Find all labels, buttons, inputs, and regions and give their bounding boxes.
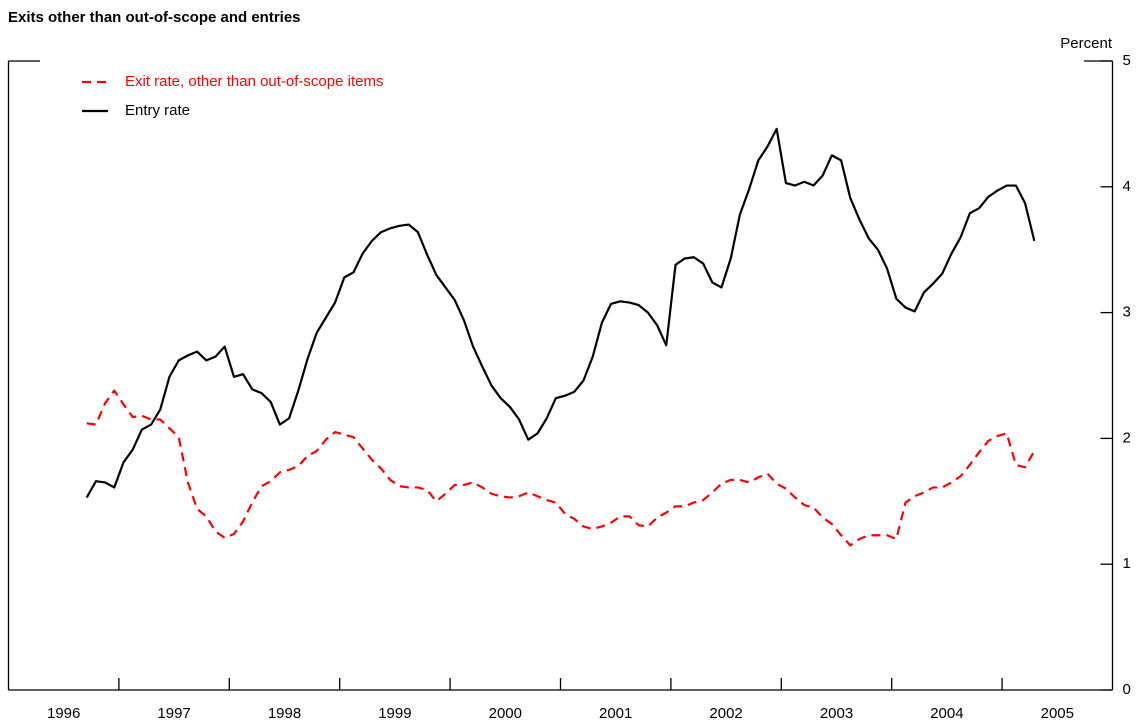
y-tick-label: 0 <box>1123 681 1131 698</box>
legend-label: Exit rate, other than out-of-scope items <box>125 73 383 90</box>
y-tick-label: 5 <box>1123 52 1131 69</box>
x-tick-label: 2005 <box>1041 705 1074 722</box>
x-tick-label: 2003 <box>820 705 853 722</box>
chart-title: Exits other than out-of-scope and entrie… <box>8 9 301 26</box>
x-tick-label: 2001 <box>599 705 632 722</box>
x-tick-label: 1996 <box>47 705 80 722</box>
y-tick-label: 2 <box>1123 429 1131 446</box>
x-tick-label: 2002 <box>709 705 742 722</box>
y-tick-label: 3 <box>1123 304 1131 321</box>
x-tick-label: 2004 <box>930 705 963 722</box>
series-line <box>86 389 1036 547</box>
y-tick-label: 1 <box>1123 555 1131 572</box>
y-tick-label: 4 <box>1123 178 1131 195</box>
y-axis-label: Percent <box>1060 35 1113 52</box>
x-tick-label: 1998 <box>268 705 301 722</box>
x-tick-label: 1999 <box>378 705 411 722</box>
series-line <box>85 127 1036 499</box>
frame <box>7 60 1114 691</box>
legend-label: Entry rate <box>125 102 190 119</box>
x-tick-label: 1997 <box>157 705 190 722</box>
x-tick-label: 2000 <box>489 705 522 722</box>
